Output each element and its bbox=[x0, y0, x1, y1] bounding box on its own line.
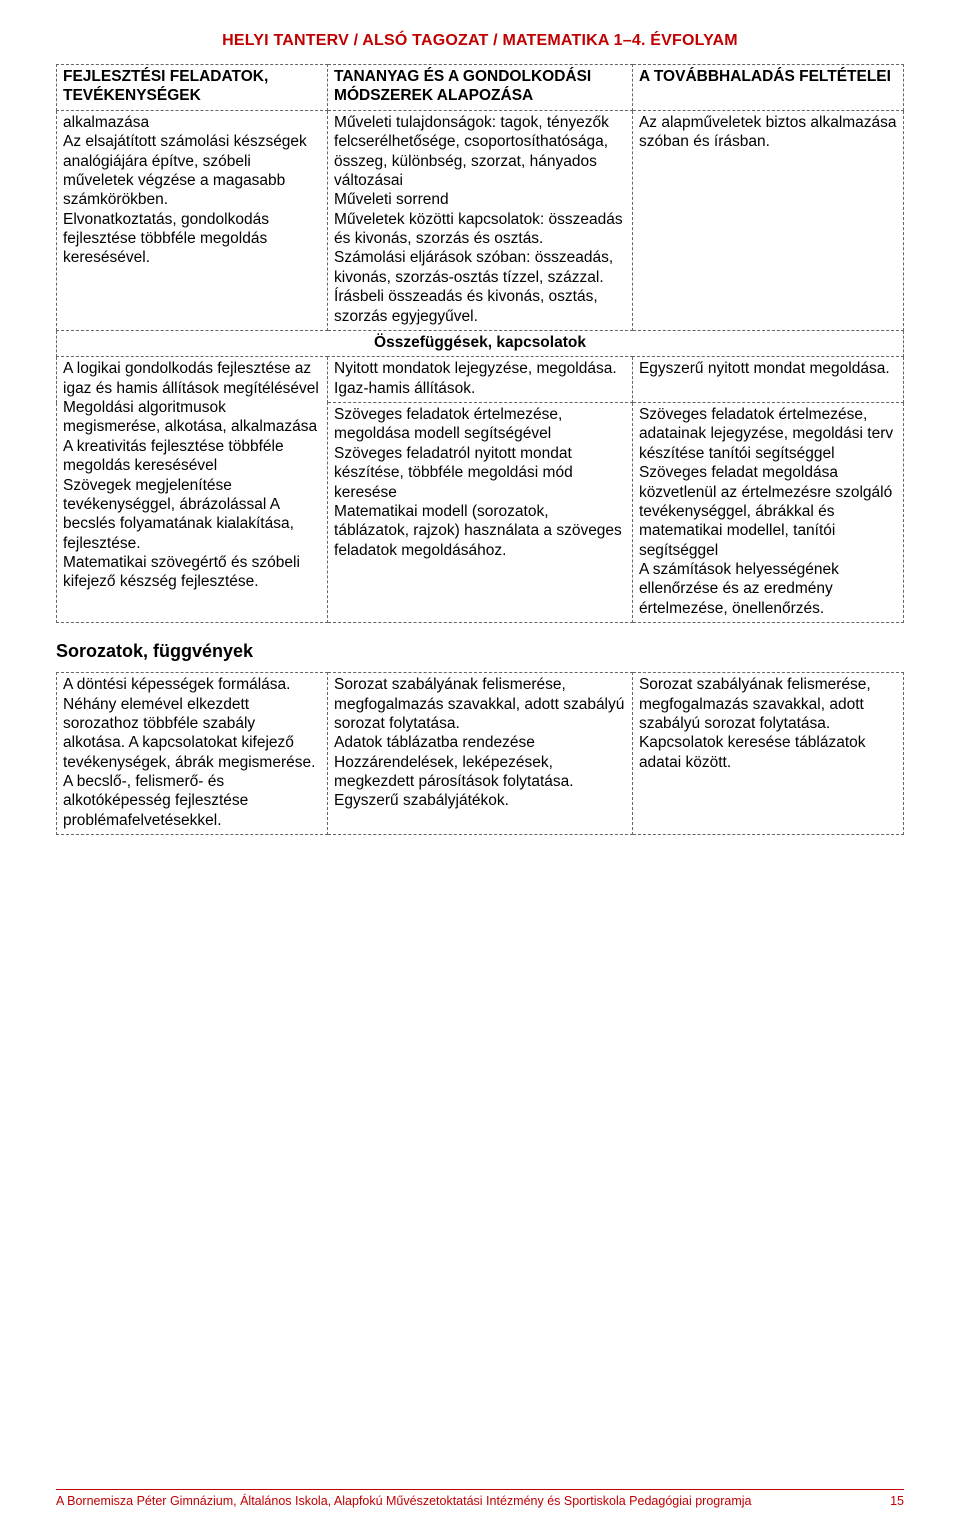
col-header-1: FEJLESZTÉSI FELADATOK, TEVÉKENYSÉGEK bbox=[57, 65, 328, 111]
cell-r2bc2: Szöveges feladatok értelmezése, megoldás… bbox=[328, 403, 633, 623]
table-row: A döntési képességek formálása. Néhány e… bbox=[57, 673, 904, 835]
cell-r2bc3: Szöveges feladatok értelmezése, adataina… bbox=[632, 403, 903, 623]
page-footer: A Bornemisza Péter Gimnázium, Általános … bbox=[56, 1489, 904, 1508]
cell-r2c1: A logikai gondolkodás fejlesztése az iga… bbox=[57, 357, 328, 623]
footer-text: A Bornemisza Péter Gimnázium, Általános … bbox=[56, 1494, 751, 1508]
document-header: HELYI TANTERV / ALSÓ TAGOZAT / MATEMATIK… bbox=[56, 32, 904, 50]
section-title: Sorozatok, függvények bbox=[56, 641, 904, 662]
cell-t2r1c3: Sorozat szabályának felismerése, megfoga… bbox=[632, 673, 903, 835]
table-subheader-row: Összefüggések, kapcsolatok bbox=[57, 330, 904, 356]
subheader-cell: Összefüggések, kapcsolatok bbox=[57, 330, 904, 356]
cell-r1c1: alkalmazásaAz elsajátított számolási kés… bbox=[57, 110, 328, 330]
page: HELYI TANTERV / ALSÓ TAGOZAT / MATEMATIK… bbox=[0, 0, 960, 1526]
col-header-2: TANANYAG ÉS A GONDOLKODÁSI MÓDSZEREK ALA… bbox=[328, 65, 633, 111]
cell-t2r1c2: Sorozat szabályának felismerése, megfoga… bbox=[328, 673, 633, 835]
cell-r1c2: Műveleti tulajdonságok: tagok, tényezők … bbox=[328, 110, 633, 330]
col-header-3: A TOVÁBBHALADÁS FELTÉTELEI bbox=[632, 65, 903, 111]
table-header-row: FEJLESZTÉSI FELADATOK, TEVÉKENYSÉGEK TAN… bbox=[57, 65, 904, 111]
cell-r2ac3: Egyszerű nyitott mondat megoldása. bbox=[632, 357, 903, 403]
cell-r2ac2: Nyitott mondatok lejegyzése, megoldása. … bbox=[328, 357, 633, 403]
content-table-1: FEJLESZTÉSI FELADATOK, TEVÉKENYSÉGEK TAN… bbox=[56, 64, 904, 623]
table-row: alkalmazásaAz elsajátított számolási kés… bbox=[57, 110, 904, 330]
page-number: 15 bbox=[890, 1494, 904, 1508]
cell-r1c3: Az alapműveletek biztos alkalmazása szób… bbox=[632, 110, 903, 330]
cell-t2r1c1: A döntési képességek formálása. Néhány e… bbox=[57, 673, 328, 835]
content-table-2: A döntési képességek formálása. Néhány e… bbox=[56, 672, 904, 835]
table-row: A logikai gondolkodás fejlesztése az iga… bbox=[57, 357, 904, 403]
